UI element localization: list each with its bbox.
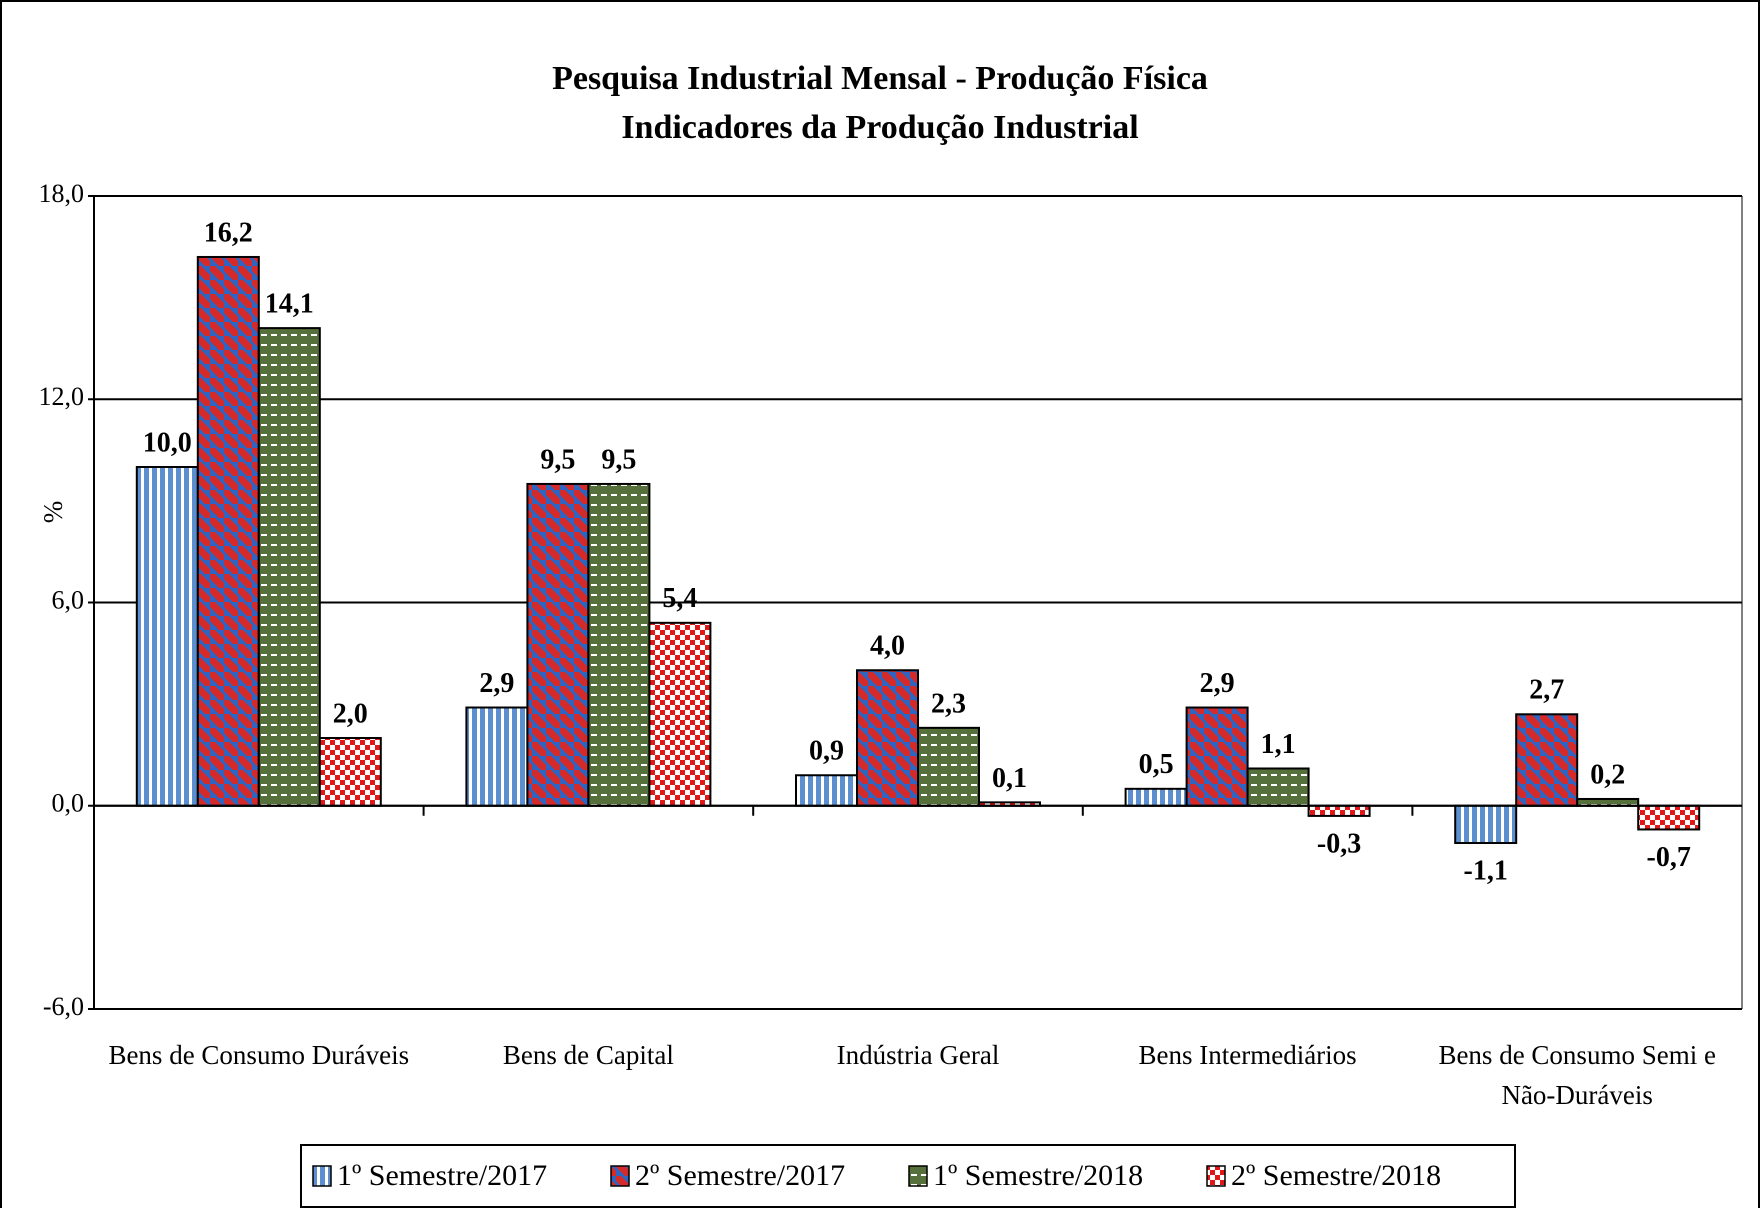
data-label: 2,9 — [479, 668, 514, 699]
legend-label: 2º Semestre/2018 — [1231, 1159, 1441, 1192]
data-label: -0,7 — [1647, 842, 1691, 873]
bar — [856, 669, 919, 807]
bar — [1246, 767, 1310, 807]
bar — [257, 327, 321, 807]
data-label: 2,7 — [1529, 675, 1564, 706]
legend-swatch — [312, 1165, 332, 1187]
y-tick-label: 0,0 — [52, 789, 85, 818]
data-label: 0,5 — [1139, 749, 1174, 780]
data-label: 1,1 — [1261, 729, 1296, 760]
x-tick-label: Bens Intermediários — [1138, 1040, 1357, 1070]
bar — [526, 482, 590, 807]
legend-swatch — [908, 1165, 928, 1187]
bar — [465, 706, 529, 807]
data-label: -1,1 — [1464, 855, 1508, 886]
data-label: 16,2 — [204, 217, 253, 248]
bar — [1515, 713, 1579, 807]
x-tick-label: Indústria Geral — [836, 1040, 1000, 1070]
y-tick-label: -6,0 — [43, 992, 84, 1021]
bar — [318, 737, 382, 807]
data-label: 0,1 — [992, 763, 1027, 794]
data-label: 4,0 — [870, 631, 905, 662]
data-label: 10,0 — [143, 427, 192, 458]
y-tick-label: 12,0 — [39, 382, 85, 411]
legend-label: 2º Semestre/2017 — [635, 1159, 845, 1192]
bar — [1637, 804, 1701, 831]
bar — [1185, 706, 1249, 807]
bar — [1307, 804, 1371, 817]
bar — [648, 621, 712, 807]
bar — [1576, 797, 1640, 807]
bar — [196, 255, 260, 807]
data-label: 2,0 — [333, 698, 368, 729]
data-label: 14,1 — [265, 289, 314, 320]
bar — [587, 482, 651, 807]
bar — [1124, 787, 1188, 807]
data-label: 0,2 — [1590, 759, 1625, 790]
chart-title: Pesquisa Industrial Mensal - Produção Fí… — [552, 60, 1208, 97]
y-tick-label: 18,0 — [39, 179, 85, 208]
bar — [135, 466, 199, 807]
data-label: 9,5 — [540, 444, 575, 475]
data-label: 2,3 — [931, 688, 966, 719]
bar — [1454, 804, 1518, 845]
data-label: -0,3 — [1317, 828, 1361, 859]
x-tick-label: Bens de Consumo Duráveis — [108, 1040, 410, 1070]
bar — [795, 774, 858, 807]
data-label: 9,5 — [601, 444, 636, 475]
y-axis-label: % — [38, 501, 68, 524]
legend-label: 1º Semestre/2017 — [337, 1159, 547, 1192]
legend-swatch — [1206, 1165, 1226, 1187]
legend-swatch — [610, 1165, 630, 1187]
y-tick-label: 6,0 — [52, 585, 85, 614]
chart-subtitle: Indicadores da Produção Industrial — [621, 109, 1138, 146]
x-tick-label: Bens de Capital — [502, 1040, 674, 1070]
bar — [917, 726, 980, 807]
data-label: 2,9 — [1200, 668, 1235, 699]
legend-label: 1º Semestre/2018 — [933, 1159, 1143, 1192]
legend-box — [300, 1144, 1516, 1208]
data-label: 0,9 — [809, 736, 844, 767]
data-label: 5,4 — [662, 583, 697, 614]
x-tick-label: Bens de Consumo Semi e Não-Duráveis — [1438, 1040, 1716, 1110]
